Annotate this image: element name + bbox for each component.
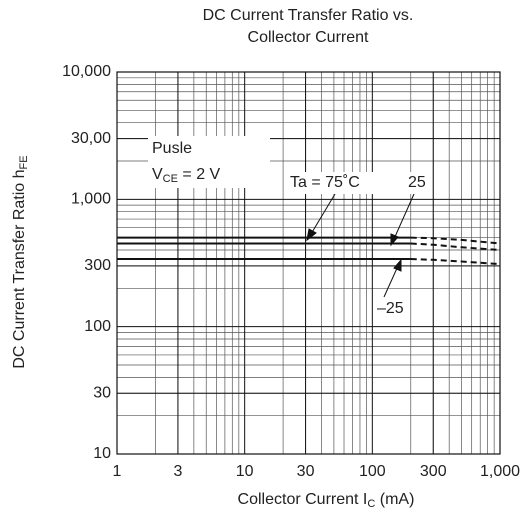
- series-line: [410, 257, 501, 266]
- lines: [117, 236, 501, 266]
- annotation-box: [148, 136, 270, 188]
- arrow: [310, 193, 336, 235]
- grid: [116, 71, 501, 455]
- x-axis-label-part: Collector Current I: [238, 491, 368, 508]
- annotation-part: = 2 V: [178, 166, 221, 183]
- y-tick-label: 30: [93, 384, 111, 401]
- x-tick-label: 1: [113, 463, 122, 480]
- chart-title: Collector Current: [248, 29, 369, 46]
- x-axis-label-sub: C: [367, 498, 375, 510]
- annotation-part: V: [152, 166, 163, 183]
- series-label: 25: [408, 174, 426, 191]
- series-line: [410, 236, 501, 245]
- y-axis-label-sub: FE: [18, 155, 30, 169]
- plot-frame: [116, 71, 501, 455]
- arrowhead: [393, 258, 402, 272]
- annotation: VCE = 2 V: [152, 166, 221, 185]
- y-tick-label: 100: [84, 318, 111, 335]
- x-tick-label: 3: [173, 463, 182, 480]
- arrow: [383, 265, 399, 298]
- arrowhead: [390, 233, 399, 247]
- y-tick-label: 10,000: [62, 63, 111, 80]
- annotation: Pusle: [152, 140, 192, 157]
- x-tick-label: 100: [359, 463, 386, 480]
- x-axis-label: Collector Current IC (mA): [238, 491, 415, 510]
- arrowhead: [306, 228, 317, 242]
- y-tick-label: 30,00: [71, 130, 111, 147]
- label-box: [404, 172, 430, 194]
- label-box: [286, 172, 382, 194]
- y-tick-label: 300: [84, 257, 111, 274]
- series-line: [410, 242, 501, 252]
- y-axis-label: DC Current Transfer Ratio hFE: [11, 155, 30, 368]
- x-axis-label-part: (mA): [375, 491, 414, 508]
- x-tick-label: 10: [236, 463, 254, 480]
- arrows: [306, 193, 415, 298]
- y-axis-label-part: DC Current Transfer Ratio h: [11, 169, 28, 368]
- chart-title: DC Current Transfer Ratio vs.: [203, 7, 414, 24]
- x-tick-label: 30: [297, 463, 315, 480]
- arrow: [393, 193, 415, 240]
- x-tick-label: 1,000: [480, 463, 520, 480]
- series-label: Ta = 75˚C: [290, 174, 360, 191]
- y-tick-label: 1,000: [71, 191, 111, 208]
- label-box: [373, 298, 409, 320]
- annotation-sub: CE: [163, 173, 178, 185]
- y-tick-label: 10: [93, 445, 111, 462]
- series-label: –25: [377, 300, 404, 317]
- x-tick-label: 300: [420, 463, 447, 480]
